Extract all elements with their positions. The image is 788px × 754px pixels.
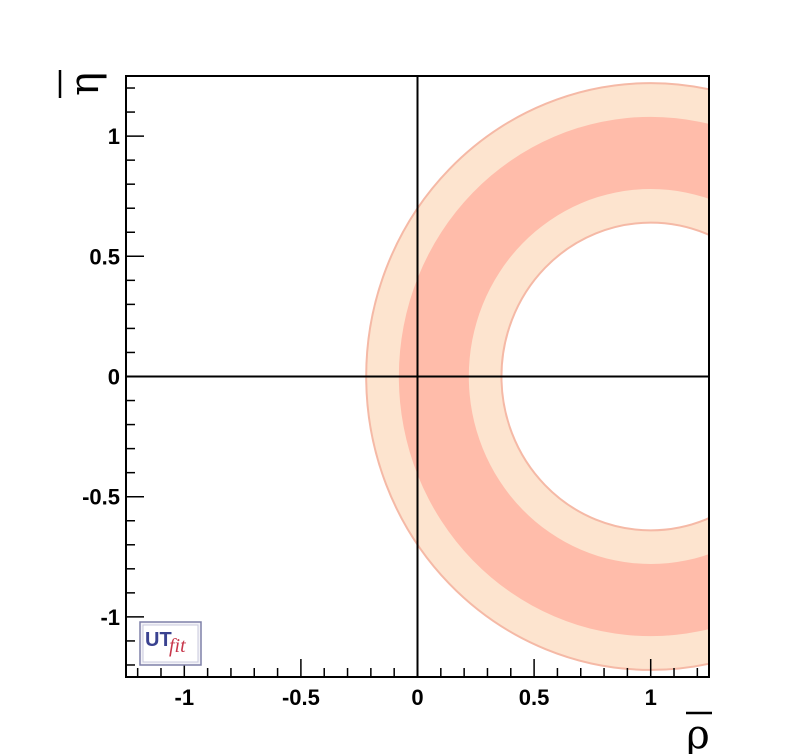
- logo-main-text: UT: [145, 629, 172, 651]
- y-axis-title: η: [62, 72, 108, 96]
- y-tick-label: 0: [108, 365, 120, 390]
- y-tick-label: -1: [100, 605, 120, 630]
- x-tick-label: 0.5: [519, 685, 550, 710]
- y-axis-title-group: η: [58, 70, 108, 98]
- logo-sub-text: fit: [169, 635, 186, 657]
- x-axis-title-group: ρ: [686, 711, 712, 754]
- y-tick-labels: 1 0.5 0 -0.5 -1: [82, 124, 120, 630]
- x-axis-title: ρ: [686, 712, 710, 754]
- x-tick-label: -0.5: [282, 685, 320, 710]
- y-tick-label: 1: [108, 124, 120, 149]
- x-tick-label: -1: [175, 685, 195, 710]
- utfit-logo: UT fit: [139, 621, 202, 666]
- axis-ticks: [126, 87, 699, 677]
- y-tick-label: -0.5: [82, 485, 120, 510]
- y-tick-label: 0.5: [89, 244, 120, 269]
- x-tick-label: 0: [411, 685, 423, 710]
- region-68: [398, 116, 709, 637]
- x-tick-label: 1: [645, 685, 657, 710]
- x-tick-labels: -1 -0.5 0 0.5 1: [175, 685, 657, 710]
- reference-lines: [126, 76, 709, 677]
- logo-inner: [142, 624, 199, 663]
